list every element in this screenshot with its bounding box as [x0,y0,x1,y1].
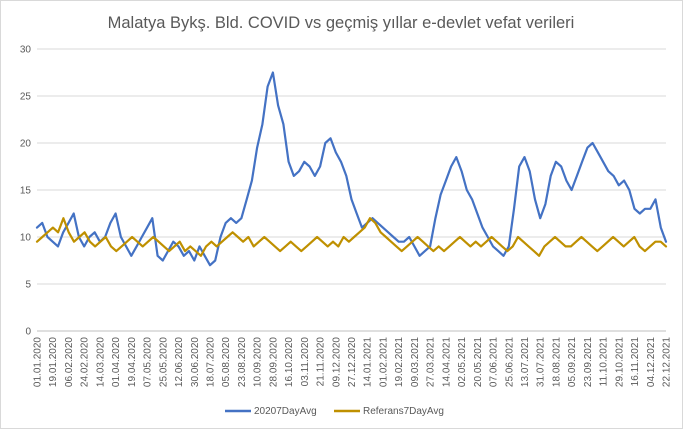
x-tick-label: 27.12.2020 [347,337,358,387]
x-tick-label: 28.09.2020 [268,337,279,387]
y-axis: 0 5 10 15 20 25 30 [20,45,32,338]
x-tick-label: 16.11.2021 [630,337,641,387]
x-tick-label: 16.10.2020 [284,337,295,387]
x-tick-label: 01.02.2021 [378,337,389,387]
y-tick-label: 25 [20,92,32,103]
y-tick-label: 20 [20,139,32,150]
x-tick-label: 18.07.2020 [205,337,216,387]
legend: 20207DayAvg Referans7DayAvg [225,406,444,417]
x-tick-label: 19.01.2020 [48,337,59,387]
x-tick-label: 07.06.2021 [489,337,500,387]
x-tick-label: 27.03.2021 [426,337,437,387]
x-tick-label: 04.12.2021 [646,337,657,387]
x-tick-label: 22.12.2021 [662,337,673,387]
x-tick-label: 01.04.2020 [111,337,122,387]
y-tick-label: 15 [20,186,32,197]
x-tick-label: 18.08.2021 [551,337,562,387]
y-tick-label: 10 [20,233,32,244]
x-tick-label: 25.06.2021 [504,337,515,387]
x-tick-label: 05.09.2021 [567,337,578,387]
x-tick-label: 23.09.2021 [583,337,594,387]
x-tick-label: 31.07.2021 [536,337,547,387]
x-tick-label: 14.03.2020 [95,337,106,387]
legend-label-2: Referans7DayAvg [363,406,444,417]
series-lines [35,71,668,267]
series-line-1 [35,71,668,267]
x-tick-label: 25.05.2020 [158,337,169,387]
x-tick-label: 21.11.2020 [316,337,327,387]
gridlines [37,48,666,332]
x-tick-label: 09.03.2021 [410,337,421,387]
x-tick-label: 13.07.2021 [520,337,531,387]
y-tick-label: 30 [20,45,32,56]
x-tick-label: 24.02.2020 [80,337,91,387]
y-tick-label: 0 [25,327,31,338]
x-tick-label: 20.05.2021 [473,337,484,387]
x-axis: 01.01.2020 19.01.2020 06.02.2020 24.02.2020… [33,337,673,387]
x-tick-label: 09.12.2020 [331,337,342,387]
x-tick-label: 07.05.2020 [143,337,154,387]
x-tick-label: 19.02.2021 [394,337,405,387]
x-tick-label: 29.10.2021 [614,337,625,387]
x-tick-label: 02.05.2021 [457,337,468,387]
legend-label-1: 20207DayAvg [254,406,317,417]
x-tick-label: 06.02.2020 [64,337,75,387]
x-tick-label: 14.01.2021 [363,337,374,387]
x-tick-label: 10.09.2020 [253,337,264,387]
x-tick-label: 01.01.2020 [33,337,44,387]
x-tick-label: 14.04.2021 [441,337,452,387]
chart-title: Malatya Bykş. Bld. COVID vs geçmiş yılla… [108,14,575,32]
x-tick-label: 03.11.2020 [300,337,311,387]
x-tick-label: 30.06.2020 [190,337,201,387]
y-tick-label: 5 [25,280,31,291]
x-tick-label: 19.04.2020 [127,337,138,387]
x-tick-label: 23.08.2020 [237,337,248,387]
x-tick-label: 05.08.2020 [221,337,232,387]
series-line-2 [35,217,668,257]
x-tick-label: 12.06.2020 [174,337,185,387]
x-tick-label: 11.10.2021 [599,337,610,387]
